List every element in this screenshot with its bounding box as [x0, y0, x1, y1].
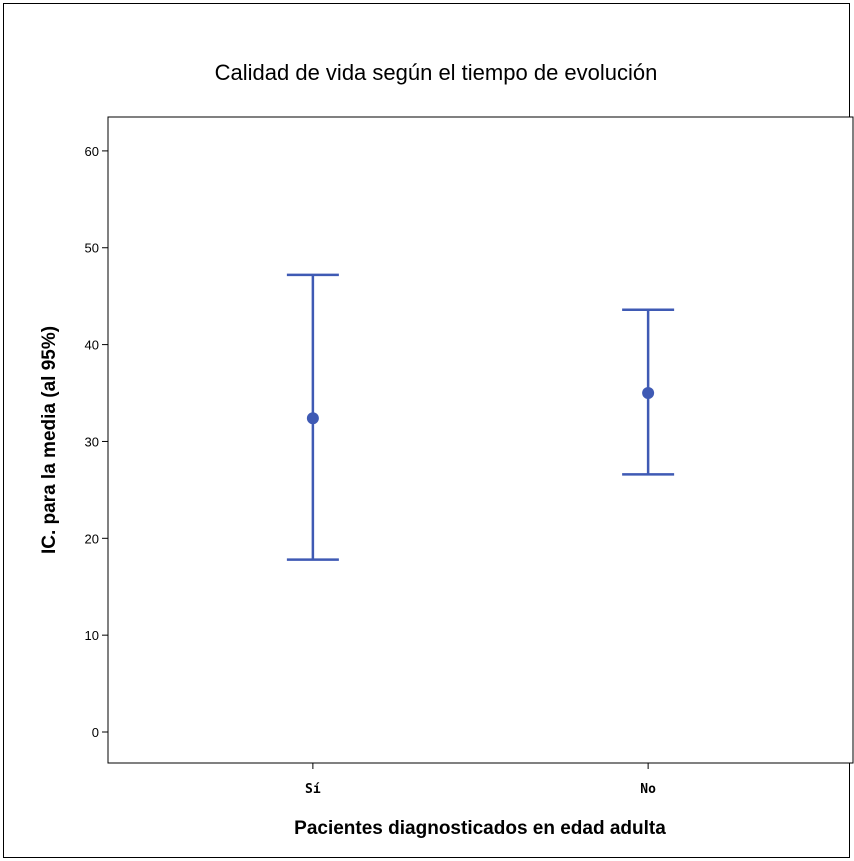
- y-tick-label: 10: [85, 628, 99, 643]
- y-tick-label: 0: [92, 725, 99, 740]
- y-tick-label: 50: [85, 241, 99, 256]
- y-axis-label: IC. para la media (al 95%): [39, 326, 60, 554]
- chart-title: Calidad de vida según el tiempo de evolu…: [215, 60, 658, 85]
- y-axis: 0 10 20 30 40 50 60: [85, 144, 108, 740]
- y-tick-label: 60: [85, 144, 99, 159]
- mean-point: [642, 387, 655, 400]
- x-axis: Sí No: [305, 763, 656, 797]
- y-tick-label: 20: [85, 531, 99, 546]
- error-bars: [286, 273, 675, 561]
- mean-point: [306, 412, 319, 425]
- x-tick-label: Sí: [305, 782, 321, 797]
- x-tick-label: No: [640, 782, 656, 797]
- y-tick-label: 40: [85, 338, 99, 353]
- plot-area: [107, 116, 854, 764]
- y-tick-label: 30: [85, 434, 99, 449]
- x-axis-label: Pacientes diagnosticados en edad adulta: [294, 818, 666, 839]
